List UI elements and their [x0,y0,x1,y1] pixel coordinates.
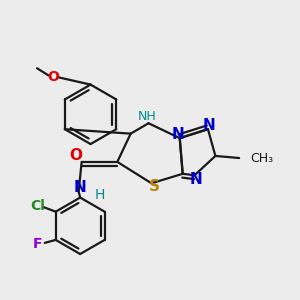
Text: N: N [203,118,216,133]
Text: N: N [190,172,202,187]
Text: O: O [69,148,82,164]
Text: S: S [149,179,160,194]
Text: CH₃: CH₃ [250,152,274,164]
Text: F: F [33,237,43,251]
Text: O: O [47,70,59,84]
Text: N: N [172,127,184,142]
Text: N: N [74,180,86,195]
Text: H: H [94,188,105,202]
Text: Cl: Cl [30,199,45,213]
Text: NH: NH [138,110,156,123]
